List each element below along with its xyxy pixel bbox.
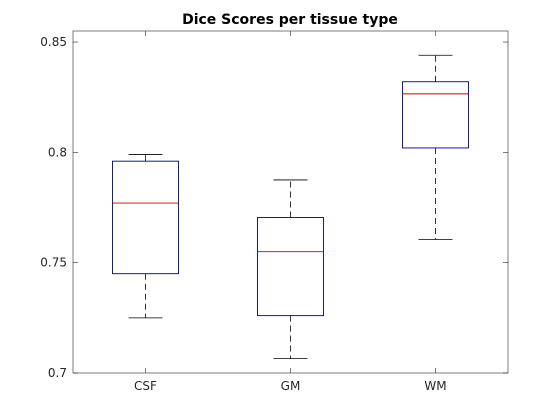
y-tick-label: 0.7 <box>48 366 67 380</box>
x-tick-label-wm: WM <box>424 379 446 393</box>
box-series <box>112 54 469 360</box>
y-axis: 0.7 0.75 0.8 0.85 <box>40 35 508 380</box>
chart-title: Dice Scores per tissue type <box>182 12 398 28</box>
x-axis: CSF GM WM <box>134 31 447 393</box>
iqr-box <box>402 81 469 149</box>
y-tick-label: 0.85 <box>40 35 67 49</box>
x-tick-label-gm: GM <box>281 379 301 393</box>
y-tick-label: 0.8 <box>48 145 67 159</box>
x-tick-label-csf: CSF <box>134 379 157 393</box>
iqr-box <box>257 216 324 317</box>
box-csf <box>112 154 179 319</box>
y-tick-label: 0.75 <box>40 256 67 270</box>
iqr-box <box>112 160 179 275</box>
box-gm <box>257 179 324 360</box>
box-wm <box>402 54 469 240</box>
